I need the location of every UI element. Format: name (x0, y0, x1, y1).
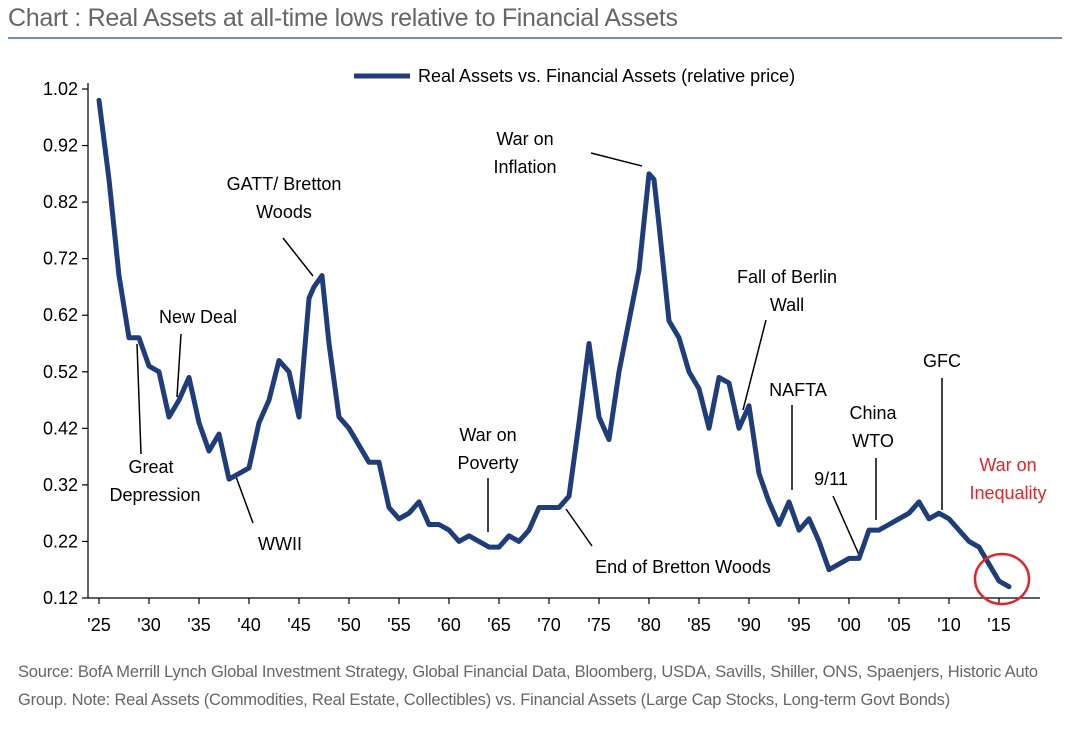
annotation-leader-lines (136, 152, 943, 558)
annotation-berlin: Fall of Berlin (737, 267, 837, 287)
annotation-berlin: Wall (770, 295, 804, 315)
x-tick-label: '35 (187, 615, 210, 635)
annotation-leader-great-depression (136, 343, 142, 455)
annotation-gatt: Woods (256, 202, 312, 222)
x-tick-label: '10 (937, 615, 960, 635)
annotation-leader-berlin (742, 319, 767, 411)
x-tick-label: '80 (637, 615, 660, 635)
annotation-war-on-inflation: War on (496, 129, 553, 149)
legend-label: Real Assets vs. Financial Assets (relati… (418, 66, 795, 86)
annotation-war-on-poverty: War on (459, 425, 516, 445)
chart: 1.02 0.92 0.82 0.72 0.62 0.52 0.42 0.32 0.22 0.12… (43, 66, 1047, 635)
highlight-circle (973, 552, 1031, 606)
annotation-leader-end-bretton (565, 508, 593, 547)
x-tick-label: '95 (787, 615, 810, 635)
y-tick-label: 0.12 (43, 588, 78, 608)
x-tick-label: '45 (287, 615, 310, 635)
annotation-china-wto: WTO (852, 431, 894, 451)
annotation-leader-gatt (282, 237, 314, 277)
annotation-leader-new-deal (176, 333, 182, 398)
x-tick-label: '55 (387, 615, 410, 635)
x-tick-label: '90 (737, 615, 760, 635)
x-tick-label: '05 (887, 615, 910, 635)
annotation-great-depression: Depression (109, 485, 200, 505)
x-tick-label: '75 (587, 615, 610, 635)
annotation-china-wto: China (849, 403, 897, 423)
annotation-war-on-poverty: Poverty (457, 453, 518, 473)
y-tick-label: 0.42 (43, 418, 78, 438)
y-tick-label: 0.62 (43, 305, 78, 325)
x-tick-label: '25 (87, 615, 110, 635)
annotation-war-on-inequality: Inequality (969, 483, 1046, 503)
x-tick-label: '85 (687, 615, 710, 635)
x-tick-label: '70 (537, 615, 560, 635)
title-rule (8, 37, 1062, 39)
y-tick-label: 0.22 (43, 531, 78, 551)
page-title: Chart : Real Assets at all-time lows rel… (8, 4, 678, 32)
annotation-leader-wwii (234, 473, 254, 524)
series-line (96, 97, 1012, 590)
annotation-leader-nine-eleven (832, 495, 861, 558)
x-tick-label: '15 (987, 615, 1010, 635)
annotation-gatt: GATT/ Bretton (227, 174, 342, 194)
annotation-wwii: WWII (258, 534, 302, 554)
x-tick-label: '00 (837, 615, 860, 635)
annotation-gfc: GFC (923, 351, 961, 371)
y-tick-label: 0.82 (43, 192, 78, 212)
x-tick-label: '30 (137, 615, 160, 635)
x-tick-label: '60 (437, 615, 460, 635)
annotation-war-on-inflation: Inflation (493, 157, 556, 177)
y-tick-label: 1.02 (43, 79, 78, 99)
annotation-leader-war-on-inflation (590, 152, 643, 167)
x-tick-label: '50 (337, 615, 360, 635)
x-tick-label: '40 (237, 615, 260, 635)
annotations: New Deal Great Depression WWII GATT/ Bretton… (109, 129, 1046, 577)
legend: Real Assets vs. Financial Assets (relati… (354, 66, 795, 86)
annotation-end-bretton: End of Bretton Woods (595, 557, 771, 577)
annotation-great-depression: Great (128, 457, 173, 477)
y-tick-label: 0.32 (43, 475, 78, 495)
y-tick-label: 0.92 (43, 136, 78, 156)
x-tick-label: '65 (487, 615, 510, 635)
annotation-nine-eleven: 9/11 (814, 469, 848, 489)
source-note: Source: BofA Merrill Lynch Global Invest… (18, 663, 1038, 709)
chart-axes: 1.02 0.92 0.82 0.72 0.62 0.52 0.42 0.32 0.22 0.12… (43, 79, 1040, 635)
annotation-war-on-inequality: War on (979, 455, 1036, 475)
annotation-new-deal: New Deal (159, 307, 237, 327)
y-tick-label: 0.52 (43, 362, 78, 382)
annotation-nafta: NAFTA (769, 380, 827, 400)
y-tick-label: 0.72 (43, 249, 78, 269)
